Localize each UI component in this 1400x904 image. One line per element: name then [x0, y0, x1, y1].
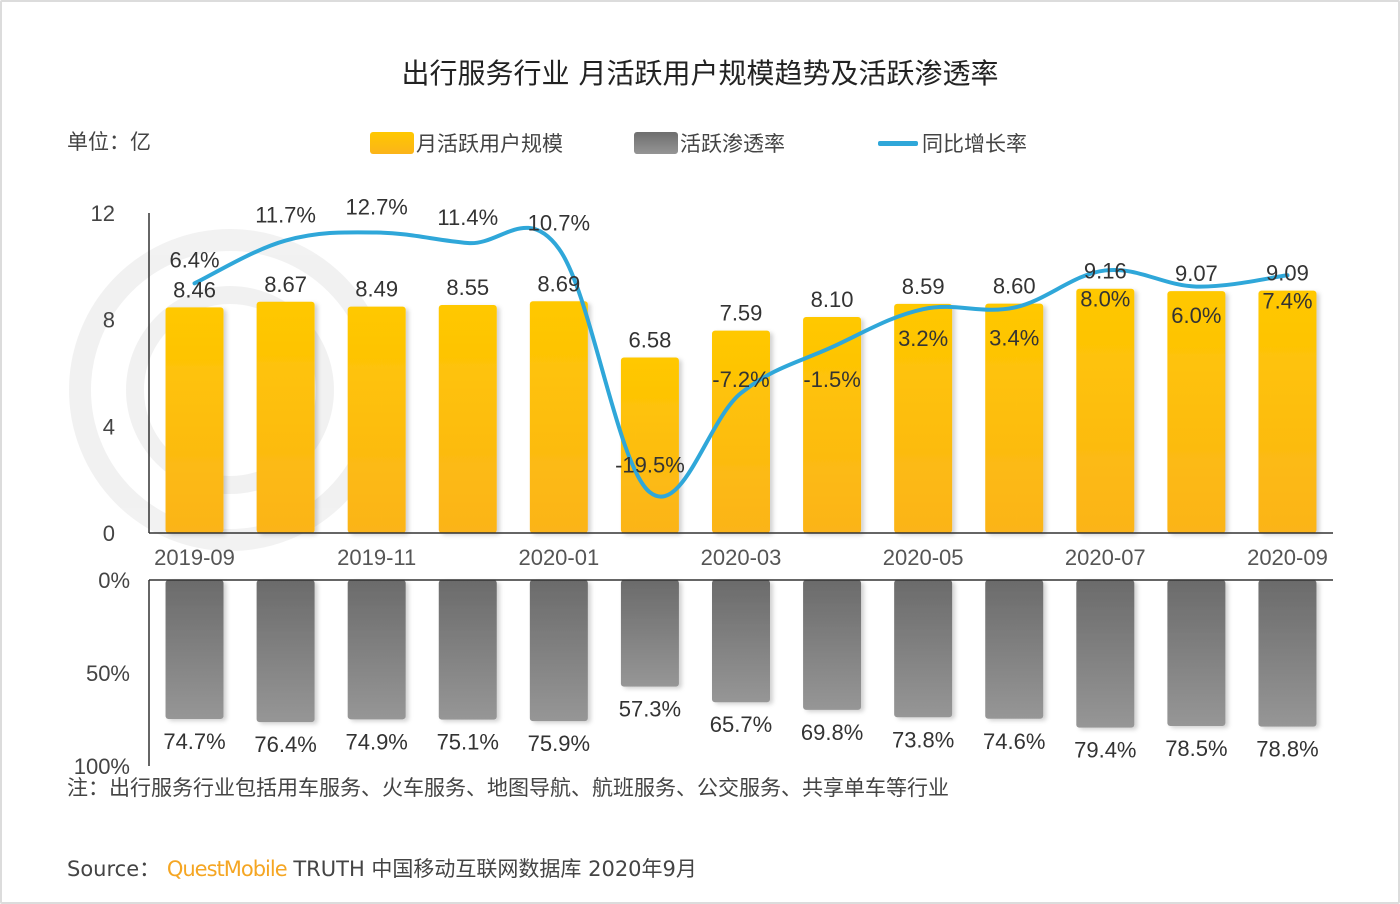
penetration-value-label: 74.9% [345, 729, 407, 754]
source-brand: QuestMobile [166, 857, 288, 881]
penetration-bar [529, 580, 588, 722]
y-tick-label: 8 [103, 308, 115, 333]
penetration-value-label: 74.7% [163, 729, 225, 754]
growth-rate-label: -7.2% [712, 367, 769, 392]
penetration-bar [985, 580, 1044, 719]
mau-value-label: 9.16 [1084, 259, 1127, 284]
legend-item-growth: 同比增长率 [878, 128, 1027, 158]
mau-bar [1076, 288, 1135, 533]
growth-rate-label: 11.4% [437, 205, 498, 230]
chart-title: 出行服务行业 月活跃用户规模趋势及活跃渗透率 [401, 57, 999, 90]
mau-bar [985, 303, 1044, 533]
x-tick-label: 2020-07 [1065, 545, 1146, 570]
growth-rate-label: 11.7% [255, 203, 316, 228]
penetration-value-label: 79.4% [1074, 738, 1136, 763]
legend-label-mau: 月活跃用户规模 [416, 132, 563, 156]
penetration-bar [165, 580, 224, 719]
x-tick-label: 2020-09 [1247, 545, 1328, 570]
mau-value-label: 8.59 [902, 274, 945, 299]
penetration-value-label: 75.1% [437, 730, 499, 755]
penetration-bar [1167, 580, 1226, 727]
growth-rate-label: -19.5% [615, 452, 685, 477]
x-tick-label: 2019-09 [154, 545, 235, 570]
source-line: Source： QuestMobile TRUTH 中国移动互联网数据库 202… [67, 853, 697, 883]
mau-value-label: 8.60 [993, 274, 1036, 299]
growth-rate-label: 7.4% [1262, 289, 1312, 314]
mau-bar [712, 330, 770, 533]
penetration-value-label: 73.8% [892, 727, 954, 752]
mau-value-label: 8.46 [173, 277, 216, 302]
penetration-value-label: 75.9% [528, 731, 590, 756]
mau-bar [620, 357, 679, 533]
mau-value-label: 8.69 [537, 271, 580, 296]
growth-rate-label: 10.7% [528, 211, 590, 236]
y-tick-label-penetration: 100% [74, 754, 130, 779]
mau-value-label: 7.59 [720, 301, 763, 326]
x-tick-label: 2020-03 [701, 545, 782, 570]
y-tick-label: 12 [91, 201, 115, 226]
source-prefix: Source： [67, 857, 161, 881]
mau-value-label: 8.49 [355, 277, 398, 302]
y-tick-label-penetration: 50% [86, 661, 130, 686]
mau-value-label: 9.09 [1266, 261, 1309, 286]
mau-bar [438, 305, 497, 533]
y-tick-label: 4 [103, 414, 115, 439]
penetration-value-label: 78.8% [1256, 737, 1318, 762]
growth-rate-label: 12.7% [345, 195, 407, 220]
growth-rate-label: 3.4% [989, 326, 1039, 351]
mau-value-label: 9.07 [1175, 261, 1218, 286]
legend-label-growth: 同比增长率 [922, 132, 1027, 156]
mau-bar [894, 303, 953, 533]
legend-swatch-line [878, 140, 918, 146]
y-tick-label: 0 [103, 521, 115, 546]
penetration-bar [620, 580, 679, 687]
source-rest: TRUTH 中国移动互联网数据库 2020年9月 [293, 857, 697, 881]
penetration-bar [712, 580, 770, 703]
x-tick-label: 2020-01 [518, 545, 599, 570]
growth-rate-label: 8.0% [1080, 287, 1130, 312]
legend-item-mau: 月活跃用户规模 [370, 128, 563, 158]
mau-bar [256, 301, 315, 533]
penetration-value-label: 74.6% [983, 729, 1045, 754]
mau-bar [347, 306, 406, 533]
mau-bar [529, 301, 588, 533]
growth-rate-label: 6.0% [1171, 303, 1221, 328]
watermark [69, 229, 391, 551]
mau-value-label: 8.10 [811, 287, 854, 312]
growth-rate-label: -1.5% [803, 367, 860, 392]
mau-value-label: 8.55 [446, 275, 489, 300]
penetration-bar [894, 580, 953, 718]
growth-rate-line [192, 225, 1290, 499]
penetration-value-label: 76.4% [254, 732, 316, 757]
penetration-bar [803, 580, 862, 710]
penetration-value-label: 78.5% [1165, 736, 1227, 761]
mau-bar [1167, 291, 1226, 533]
growth-rate-label: 6.4% [169, 247, 219, 272]
penetration-value-label: 65.7% [710, 712, 772, 737]
penetration-value-label: 57.3% [619, 697, 681, 722]
penetration-bar [1076, 580, 1135, 728]
legend-swatch-gray [634, 132, 678, 154]
penetration-value-label: 69.8% [801, 720, 863, 745]
mau-bar [803, 317, 862, 533]
footnote: 注：出行服务行业包括用车服务、火车服务、地图导航、航班服务、公交服务、共享单车等… [67, 776, 949, 800]
penetration-bar [347, 580, 406, 720]
mau-value-label: 6.58 [629, 328, 672, 353]
unit-label: 单位：亿 [67, 130, 151, 154]
legend-item-penetration: 活跃渗透率 [634, 128, 785, 158]
mau-value-label: 8.67 [264, 272, 307, 297]
x-tick-label: 2019-11 [337, 545, 416, 570]
legend-label-penetration: 活跃渗透率 [680, 132, 785, 156]
penetration-bar [256, 580, 315, 723]
mau-bar [1258, 290, 1317, 533]
penetration-bar [1258, 580, 1317, 727]
mau-bar [165, 307, 224, 533]
x-tick-label: 2020-05 [883, 545, 964, 570]
legend-swatch-bar [370, 132, 414, 154]
y-tick-label-penetration: 0% [98, 568, 130, 593]
growth-rate-label: 3.2% [898, 326, 948, 351]
penetration-bar [438, 580, 497, 720]
